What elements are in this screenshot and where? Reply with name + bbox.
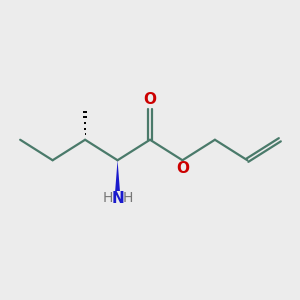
- Polygon shape: [115, 160, 120, 191]
- Text: O: O: [143, 92, 157, 107]
- Text: H: H: [103, 191, 113, 206]
- Text: O: O: [176, 161, 189, 176]
- Text: H: H: [122, 191, 133, 206]
- Text: N: N: [111, 191, 124, 206]
